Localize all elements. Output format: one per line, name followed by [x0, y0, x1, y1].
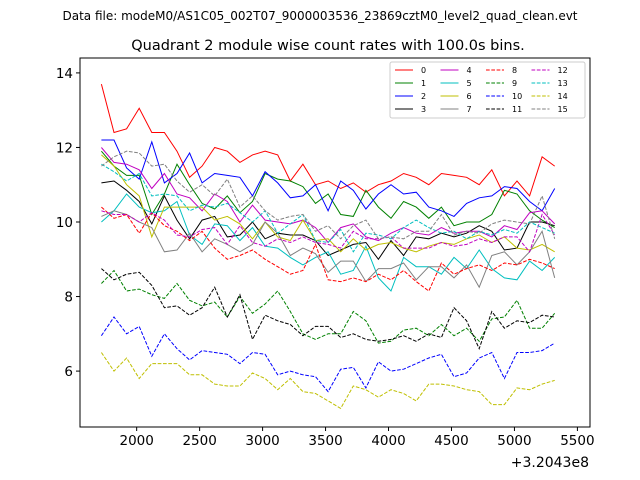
legend-item-0: 0 [395, 66, 426, 75]
legend-label: 4 [467, 66, 472, 75]
series-line-12 [101, 210, 556, 253]
series-line-11 [101, 268, 555, 351]
series-line-0 [100, 83, 555, 197]
x-axis-offset-label: +3.2043e8 [511, 455, 589, 471]
legend-item-7: 7 [440, 105, 472, 114]
series-line-7 [101, 210, 556, 289]
x-tick-label: 2000 [119, 433, 153, 449]
legend-label: 11 [512, 105, 522, 114]
legend-item-13: 13 [531, 79, 568, 88]
y-tick-label: 12 [56, 140, 73, 156]
legend-label: 7 [467, 105, 472, 114]
x-tick-label: 4500 [434, 433, 468, 449]
series-line-1 [101, 150, 555, 229]
series-lines [100, 83, 556, 410]
series-line-8 [101, 206, 555, 292]
legend-item-6: 6 [440, 92, 472, 101]
y-tick-label: 6 [64, 364, 73, 380]
legend-label: 15 [558, 105, 568, 114]
x-tick-label: 2500 [182, 433, 216, 449]
y-tick-label: 14 [56, 66, 73, 82]
legend-label: 3 [421, 105, 426, 114]
legend-item-15: 15 [531, 105, 568, 114]
legend-item-10: 10 [486, 92, 522, 101]
legend-label: 1 [421, 79, 426, 88]
legend-label: 10 [512, 92, 522, 101]
file-label: Data file: modeM0/AS1C05_002T07_90000035… [62, 9, 577, 23]
x-tick-label: 5000 [497, 433, 531, 449]
y-tick-label: 8 [64, 290, 73, 306]
legend-label: 13 [558, 79, 568, 88]
plot-frame [79, 57, 591, 428]
legend-item-4: 4 [440, 66, 472, 75]
x-tick-label: 3500 [308, 433, 342, 449]
legend-item-12: 12 [531, 66, 568, 75]
legend-item-9: 9 [486, 79, 517, 88]
series-line-5 [101, 193, 556, 292]
plot-area [79, 57, 591, 428]
series-line-2 [101, 139, 556, 217]
y-tick-label: 10 [56, 215, 73, 231]
series-line-13 [101, 163, 555, 253]
legend-box [389, 61, 586, 119]
legend-label: 6 [467, 92, 472, 101]
series-line-3 [101, 180, 555, 261]
chart-title: Quadrant 2 module wise count rates with … [131, 38, 525, 54]
legend-label: 2 [421, 92, 426, 101]
series-line-10 [100, 316, 555, 393]
legend-item-14: 14 [531, 92, 568, 101]
legend-item-5: 5 [440, 79, 472, 88]
legend-label: 0 [421, 66, 426, 75]
x-tick-label: 3000 [245, 433, 279, 449]
x-tick-label: 5500 [560, 433, 594, 449]
series-line-6 [101, 154, 555, 253]
legend-item-11: 11 [486, 105, 522, 114]
legend-label: 9 [512, 79, 517, 88]
x-axis: 2000 2500 3000 3500 4000 4500 5000 5500 [119, 427, 595, 449]
legend-item-3: 3 [395, 105, 426, 114]
legend-label: 14 [558, 92, 568, 101]
legend-label: 12 [558, 66, 568, 75]
series-line-9 [101, 269, 556, 344]
x-tick-label: 4000 [371, 433, 405, 449]
legend-label: 5 [467, 79, 472, 88]
y-axis: 6 8 10 12 14 [56, 66, 80, 380]
legend-item-1: 1 [395, 79, 426, 88]
series-line-15 [101, 150, 556, 240]
legend-label: 8 [512, 66, 517, 75]
series-line-14 [100, 352, 555, 410]
legend-item-2: 2 [395, 92, 426, 101]
legend-item-8: 8 [486, 66, 517, 75]
